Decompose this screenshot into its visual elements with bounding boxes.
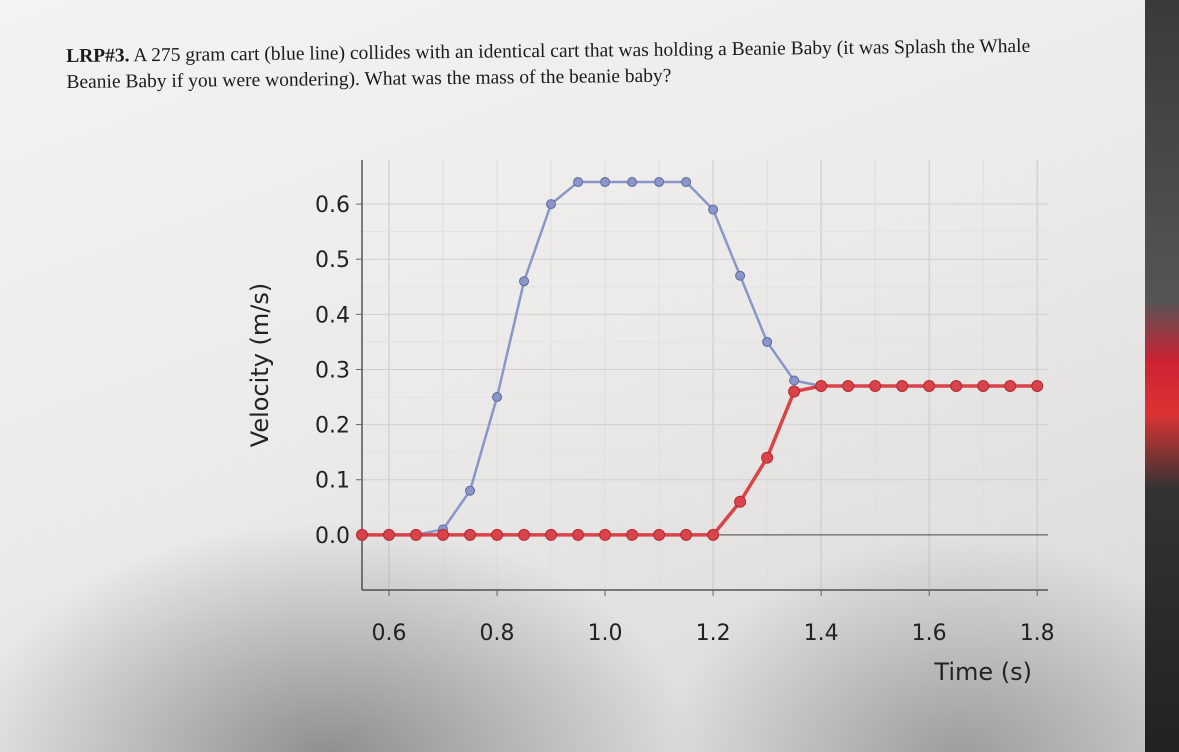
x-tick-label: 1.2 xyxy=(696,621,731,646)
chart-axes xyxy=(356,160,1048,596)
blue-data-point xyxy=(735,270,746,281)
red-data-point xyxy=(356,528,368,541)
red-data-point xyxy=(464,528,477,541)
blue-data-point xyxy=(627,177,638,188)
blue-data-point xyxy=(465,485,476,496)
blue-data-point xyxy=(573,177,584,188)
x-tick-label: 0.8 xyxy=(480,621,515,646)
chart-tick-labels: 0.6 0.8 1.0 1.2 1.4 1.6 1.8 0.0 0.1 0.2 0.3 0.4 0.5 0… xyxy=(315,193,1055,646)
red-data-point xyxy=(707,528,720,541)
blue-data-point xyxy=(600,177,611,188)
red-data-point xyxy=(1031,380,1044,393)
red-data-point xyxy=(734,495,747,508)
x-tick-label: 1.4 xyxy=(804,621,839,646)
red-data-point xyxy=(842,380,855,393)
red-data-point xyxy=(950,380,963,393)
red-data-point xyxy=(626,528,639,541)
x-tick-label: 1.0 xyxy=(588,621,623,646)
red-data-point xyxy=(572,528,585,541)
y-tick-label: 0.5 xyxy=(315,248,350,273)
chart-grid xyxy=(362,160,1048,590)
red-data-point xyxy=(653,528,666,541)
red-data-point xyxy=(869,380,882,393)
blue-data-point xyxy=(519,276,530,287)
blue-data-point xyxy=(681,177,692,188)
blue-data-point xyxy=(762,336,773,347)
blue-data-point xyxy=(492,392,503,403)
y-tick-label: 0.6 xyxy=(315,193,350,218)
blue-data-point xyxy=(789,375,800,386)
y-tick-label: 0.2 xyxy=(315,414,350,439)
red-data-point xyxy=(896,380,909,393)
y-tick-label: 0.0 xyxy=(315,524,350,549)
chart-series xyxy=(356,177,1044,541)
y-tick-label: 0.4 xyxy=(315,303,350,328)
red-data-point xyxy=(410,528,423,541)
red-data-point xyxy=(923,380,936,393)
y-axis-title: Velocity (m/s) xyxy=(246,283,274,447)
paper-sheet xyxy=(0,0,1145,752)
y-tick-label: 0.1 xyxy=(315,469,350,494)
blue-data-point xyxy=(654,177,665,188)
red-data-point xyxy=(977,380,990,393)
x-tick-label: 1.6 xyxy=(912,621,947,646)
y-tick-label: 0.3 xyxy=(315,358,350,383)
red-data-point xyxy=(761,451,774,464)
red-data-point xyxy=(599,528,612,541)
blue-data-point xyxy=(708,204,719,215)
red-data-point xyxy=(680,528,693,541)
red-data-point xyxy=(788,385,801,398)
red-data-point xyxy=(545,528,558,541)
red-data-point xyxy=(1004,380,1017,393)
red-cart-line xyxy=(362,384,1038,537)
background-edge xyxy=(1145,0,1179,752)
red-data-point xyxy=(383,528,396,541)
x-tick-label: 1.8 xyxy=(1020,621,1055,646)
blue-data-point xyxy=(546,199,557,210)
red-data-point xyxy=(518,528,531,541)
x-axis-title: Time (s) xyxy=(933,658,1032,686)
red-data-point xyxy=(437,528,450,541)
x-tick-label: 0.6 xyxy=(372,621,407,646)
red-data-point xyxy=(491,528,504,541)
red-data-point xyxy=(815,380,828,393)
